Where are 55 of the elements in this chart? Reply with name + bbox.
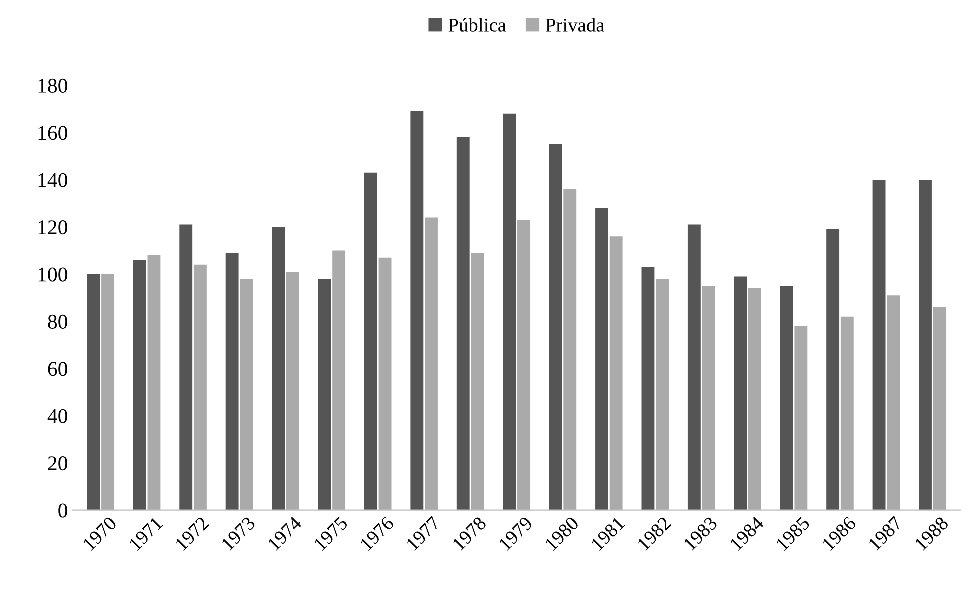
y-tick-label: 140 xyxy=(38,173,68,188)
bar xyxy=(240,279,254,510)
bar xyxy=(780,286,794,510)
bar xyxy=(194,264,207,510)
y-tick-label: 100 xyxy=(38,268,68,282)
legend-label: Pública xyxy=(448,18,506,32)
bar xyxy=(549,144,562,510)
bar xyxy=(794,326,808,510)
legend-label: Privada xyxy=(546,18,605,32)
bar xyxy=(688,224,701,510)
bar xyxy=(734,276,748,510)
bar xyxy=(180,224,193,510)
bar xyxy=(471,253,484,510)
bar xyxy=(226,253,239,510)
bar xyxy=(378,258,392,510)
y-tick-label: 40 xyxy=(48,409,68,424)
bar xyxy=(656,279,670,510)
y-tick-label: 20 xyxy=(48,456,68,471)
bar xyxy=(286,272,300,510)
bar xyxy=(702,286,716,510)
bar xyxy=(87,274,100,510)
bar xyxy=(748,288,762,510)
y-tick-label: 180 xyxy=(38,78,68,93)
bar xyxy=(410,112,424,510)
bar xyxy=(596,208,608,510)
y-tick-label: 0 xyxy=(58,504,68,518)
bar xyxy=(148,255,161,510)
x-tick-label: 1971 xyxy=(128,516,164,552)
y-tick-label: 120 xyxy=(38,220,68,235)
bar xyxy=(364,172,378,510)
x-tick-label: 1981 xyxy=(590,516,626,552)
bar xyxy=(887,296,900,510)
bar xyxy=(272,227,285,510)
bar xyxy=(933,307,946,510)
y-tick-label: 160 xyxy=(38,126,68,140)
bar xyxy=(517,220,530,510)
x-tick-label: 1980 xyxy=(544,516,580,552)
y-tick-label: 80 xyxy=(48,314,68,329)
bar xyxy=(642,267,655,510)
x-tick-label: 1979 xyxy=(498,516,534,552)
bar xyxy=(332,250,346,510)
bar xyxy=(564,189,577,510)
bar xyxy=(919,180,932,510)
bar xyxy=(840,316,854,510)
x-tick-label: 1970 xyxy=(82,516,118,552)
bar xyxy=(503,114,516,510)
y-tick-label: 60 xyxy=(48,362,68,376)
bar xyxy=(318,279,332,510)
bar xyxy=(425,218,438,510)
bar xyxy=(133,260,146,510)
bar xyxy=(456,137,470,510)
bar xyxy=(610,236,623,510)
bar xyxy=(872,180,886,510)
bar xyxy=(102,274,114,510)
bar xyxy=(826,230,840,510)
